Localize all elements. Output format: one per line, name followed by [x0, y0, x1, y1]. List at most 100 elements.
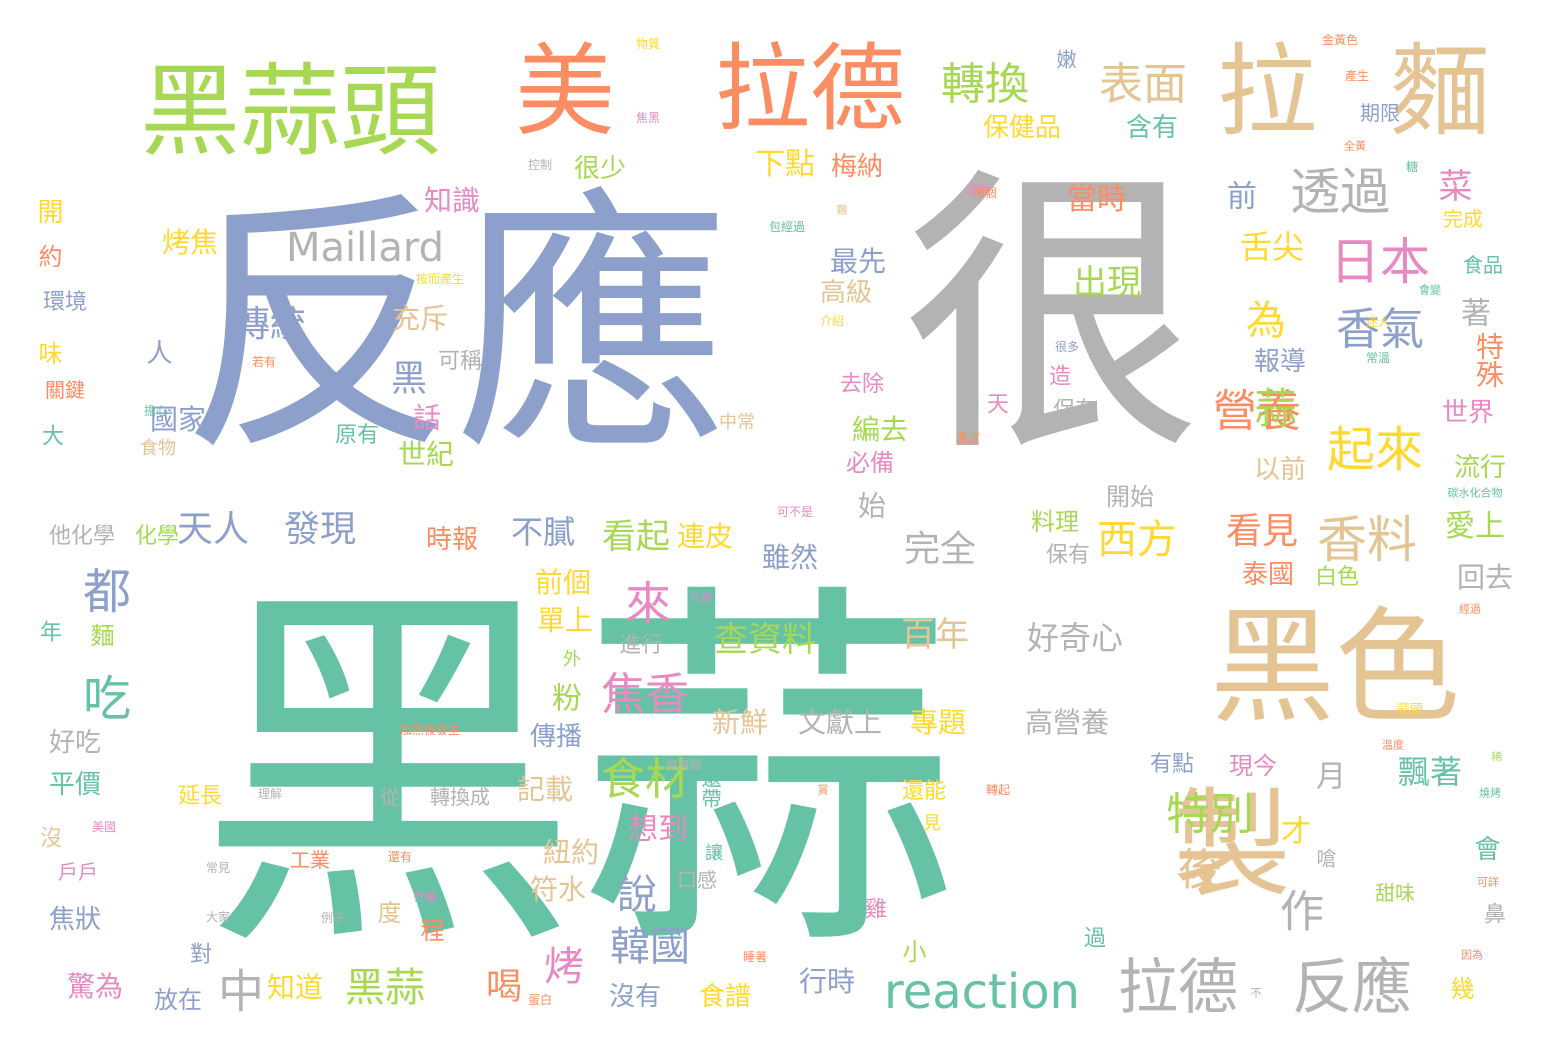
- word-cloud-word: 為: [1239, 299, 1285, 339]
- word-cloud-word: 產生: [1344, 69, 1370, 83]
- word-cloud-word: 當時: [1067, 182, 1127, 217]
- word-cloud-word: 美: [515, 33, 615, 150]
- word-cloud-word: 黑色: [1210, 595, 1460, 741]
- word-cloud-word: 擔心: [143, 404, 169, 418]
- word-cloud-word: 按而產生: [415, 272, 465, 286]
- word-cloud-word: 會: [1470, 835, 1500, 861]
- word-cloud-word: 保有: [1045, 543, 1091, 568]
- word-cloud-word: 例子: [320, 911, 346, 925]
- word-cloud-word: 說: [610, 873, 656, 913]
- word-cloud-word: 黑: [385, 359, 426, 395]
- word-cloud-word: 常見: [205, 861, 231, 875]
- word-cloud-word: 人: [142, 339, 172, 365]
- word-cloud-word: 他化學: [48, 524, 116, 549]
- word-cloud-word: 轉換成: [430, 785, 490, 809]
- word-cloud-word: 製: [1172, 776, 1292, 914]
- word-cloud-word: 話: [409, 403, 442, 431]
- word-cloud-word: 難: [836, 203, 848, 217]
- word-cloud-word: 麵: [1390, 33, 1490, 150]
- word-cloud-word: 介紹: [819, 314, 845, 328]
- word-cloud-word: 外: [560, 649, 581, 667]
- word-cloud-word: 知識: [423, 184, 481, 217]
- word-cloud-word: 行時: [798, 965, 856, 998]
- word-cloud-word: 若有: [251, 355, 277, 369]
- word-cloud-word: 大: [38, 424, 63, 446]
- word-cloud-word: 很少: [573, 154, 627, 184]
- word-cloud-word: 因為: [1461, 948, 1483, 962]
- word-cloud-word: 加熱後發生: [399, 723, 461, 737]
- word-cloud-word: 出現: [1073, 263, 1141, 303]
- word-cloud-word: 甜味: [1375, 881, 1415, 905]
- word-cloud-word: 讓: [702, 843, 723, 861]
- word-cloud-word: 食物: [140, 438, 176, 459]
- word-cloud-word: 沒: [36, 826, 61, 848]
- word-cloud-word: 雞: [861, 897, 886, 919]
- word-cloud-word: 迷人: [1365, 315, 1391, 329]
- word-cloud-word: 約: [34, 244, 62, 268]
- word-cloud-word: 香氣: [1336, 304, 1424, 355]
- word-cloud-word: 來: [618, 579, 672, 625]
- word-cloud-word: 睡著: [742, 950, 768, 964]
- word-cloud-word: 從: [380, 785, 400, 809]
- word-cloud-word: 小: [898, 939, 926, 963]
- word-cloud-word: 焦香: [601, 669, 689, 720]
- word-cloud-word: 查資料: [714, 620, 816, 660]
- word-cloud-word: 拉德: [1118, 953, 1238, 1023]
- word-cloud-word: reaction: [884, 964, 1080, 1020]
- word-cloud-word: 單上: [536, 604, 594, 637]
- word-cloud-word: 很多: [1054, 340, 1080, 354]
- word-cloud-word: 充斥: [391, 302, 449, 335]
- word-cloud-word: 異處: [687, 590, 713, 604]
- word-cloud-word: 黑蒜: [345, 965, 425, 1011]
- word-cloud-word: 現今: [1229, 752, 1277, 780]
- word-cloud-word: 完全: [903, 529, 977, 570]
- word-cloud-word: 還帶: [698, 768, 722, 808]
- word-cloud-word: 包經過: [768, 220, 806, 234]
- word-cloud-word: 不膩: [510, 513, 576, 551]
- word-cloud-word: 口感: [677, 868, 717, 892]
- word-cloud-word: 烤: [537, 945, 583, 985]
- word-cloud-word: 經過: [1459, 602, 1481, 616]
- word-cloud-word: 韓國: [610, 924, 690, 970]
- word-cloud-word: 常溫: [1365, 351, 1391, 365]
- word-cloud-word: 食譜: [698, 982, 752, 1012]
- word-cloud-word: 稀: [1491, 750, 1503, 764]
- word-cloud-word: 嗆: [1313, 848, 1337, 868]
- word-cloud-word: 以前: [1253, 455, 1307, 485]
- word-cloud-word: 始: [854, 491, 887, 519]
- word-cloud-word: 中: [211, 967, 265, 1013]
- word-cloud-word: 味: [34, 341, 62, 365]
- word-cloud-word: 控制: [527, 158, 553, 172]
- word-cloud-word: 環境: [42, 290, 88, 315]
- word-cloud-word: 發現: [283, 509, 357, 550]
- word-cloud-word: 反應: [180, 167, 730, 488]
- word-cloud-word: 度: [373, 900, 401, 924]
- word-cloud-word: 編去: [851, 413, 909, 446]
- word-cloud-word: 可詳: [1477, 875, 1499, 889]
- word-cloud-word: 開始: [1106, 483, 1154, 511]
- word-cloud-word: 西方: [1097, 517, 1177, 563]
- word-cloud-word: 紐約: [542, 836, 600, 869]
- word-cloud-word: Maillard: [285, 225, 445, 271]
- word-cloud-word: 戶戶: [58, 860, 98, 884]
- word-cloud-word: 天: [983, 392, 1008, 414]
- word-cloud-word: 傳播: [529, 722, 583, 752]
- word-cloud-word: 好奇心: [1026, 619, 1124, 657]
- word-cloud-word: 想到: [628, 812, 688, 847]
- word-cloud-word: 美國: [91, 820, 117, 834]
- word-cloud-word: 傳統: [233, 304, 307, 345]
- word-cloud-word: 知道: [266, 971, 324, 1004]
- word-cloud-word: 延長: [177, 784, 223, 809]
- word-cloud-word: 起來: [1326, 422, 1424, 478]
- word-cloud-word: 可不是: [776, 505, 814, 519]
- word-cloud-word: 氨基酸: [665, 758, 703, 772]
- word-cloud-word: 文獻上: [797, 706, 883, 739]
- word-cloud-word: 透過: [1290, 163, 1390, 221]
- word-cloud-word: 嫩: [1053, 49, 1077, 69]
- word-cloud-word: 下點: [755, 147, 815, 182]
- word-cloud-word: 鼻: [1480, 902, 1505, 924]
- word-cloud-word: 特殊: [1472, 332, 1505, 388]
- word-cloud-word: 月: [1310, 760, 1345, 790]
- word-cloud-word: 食品: [1463, 253, 1503, 277]
